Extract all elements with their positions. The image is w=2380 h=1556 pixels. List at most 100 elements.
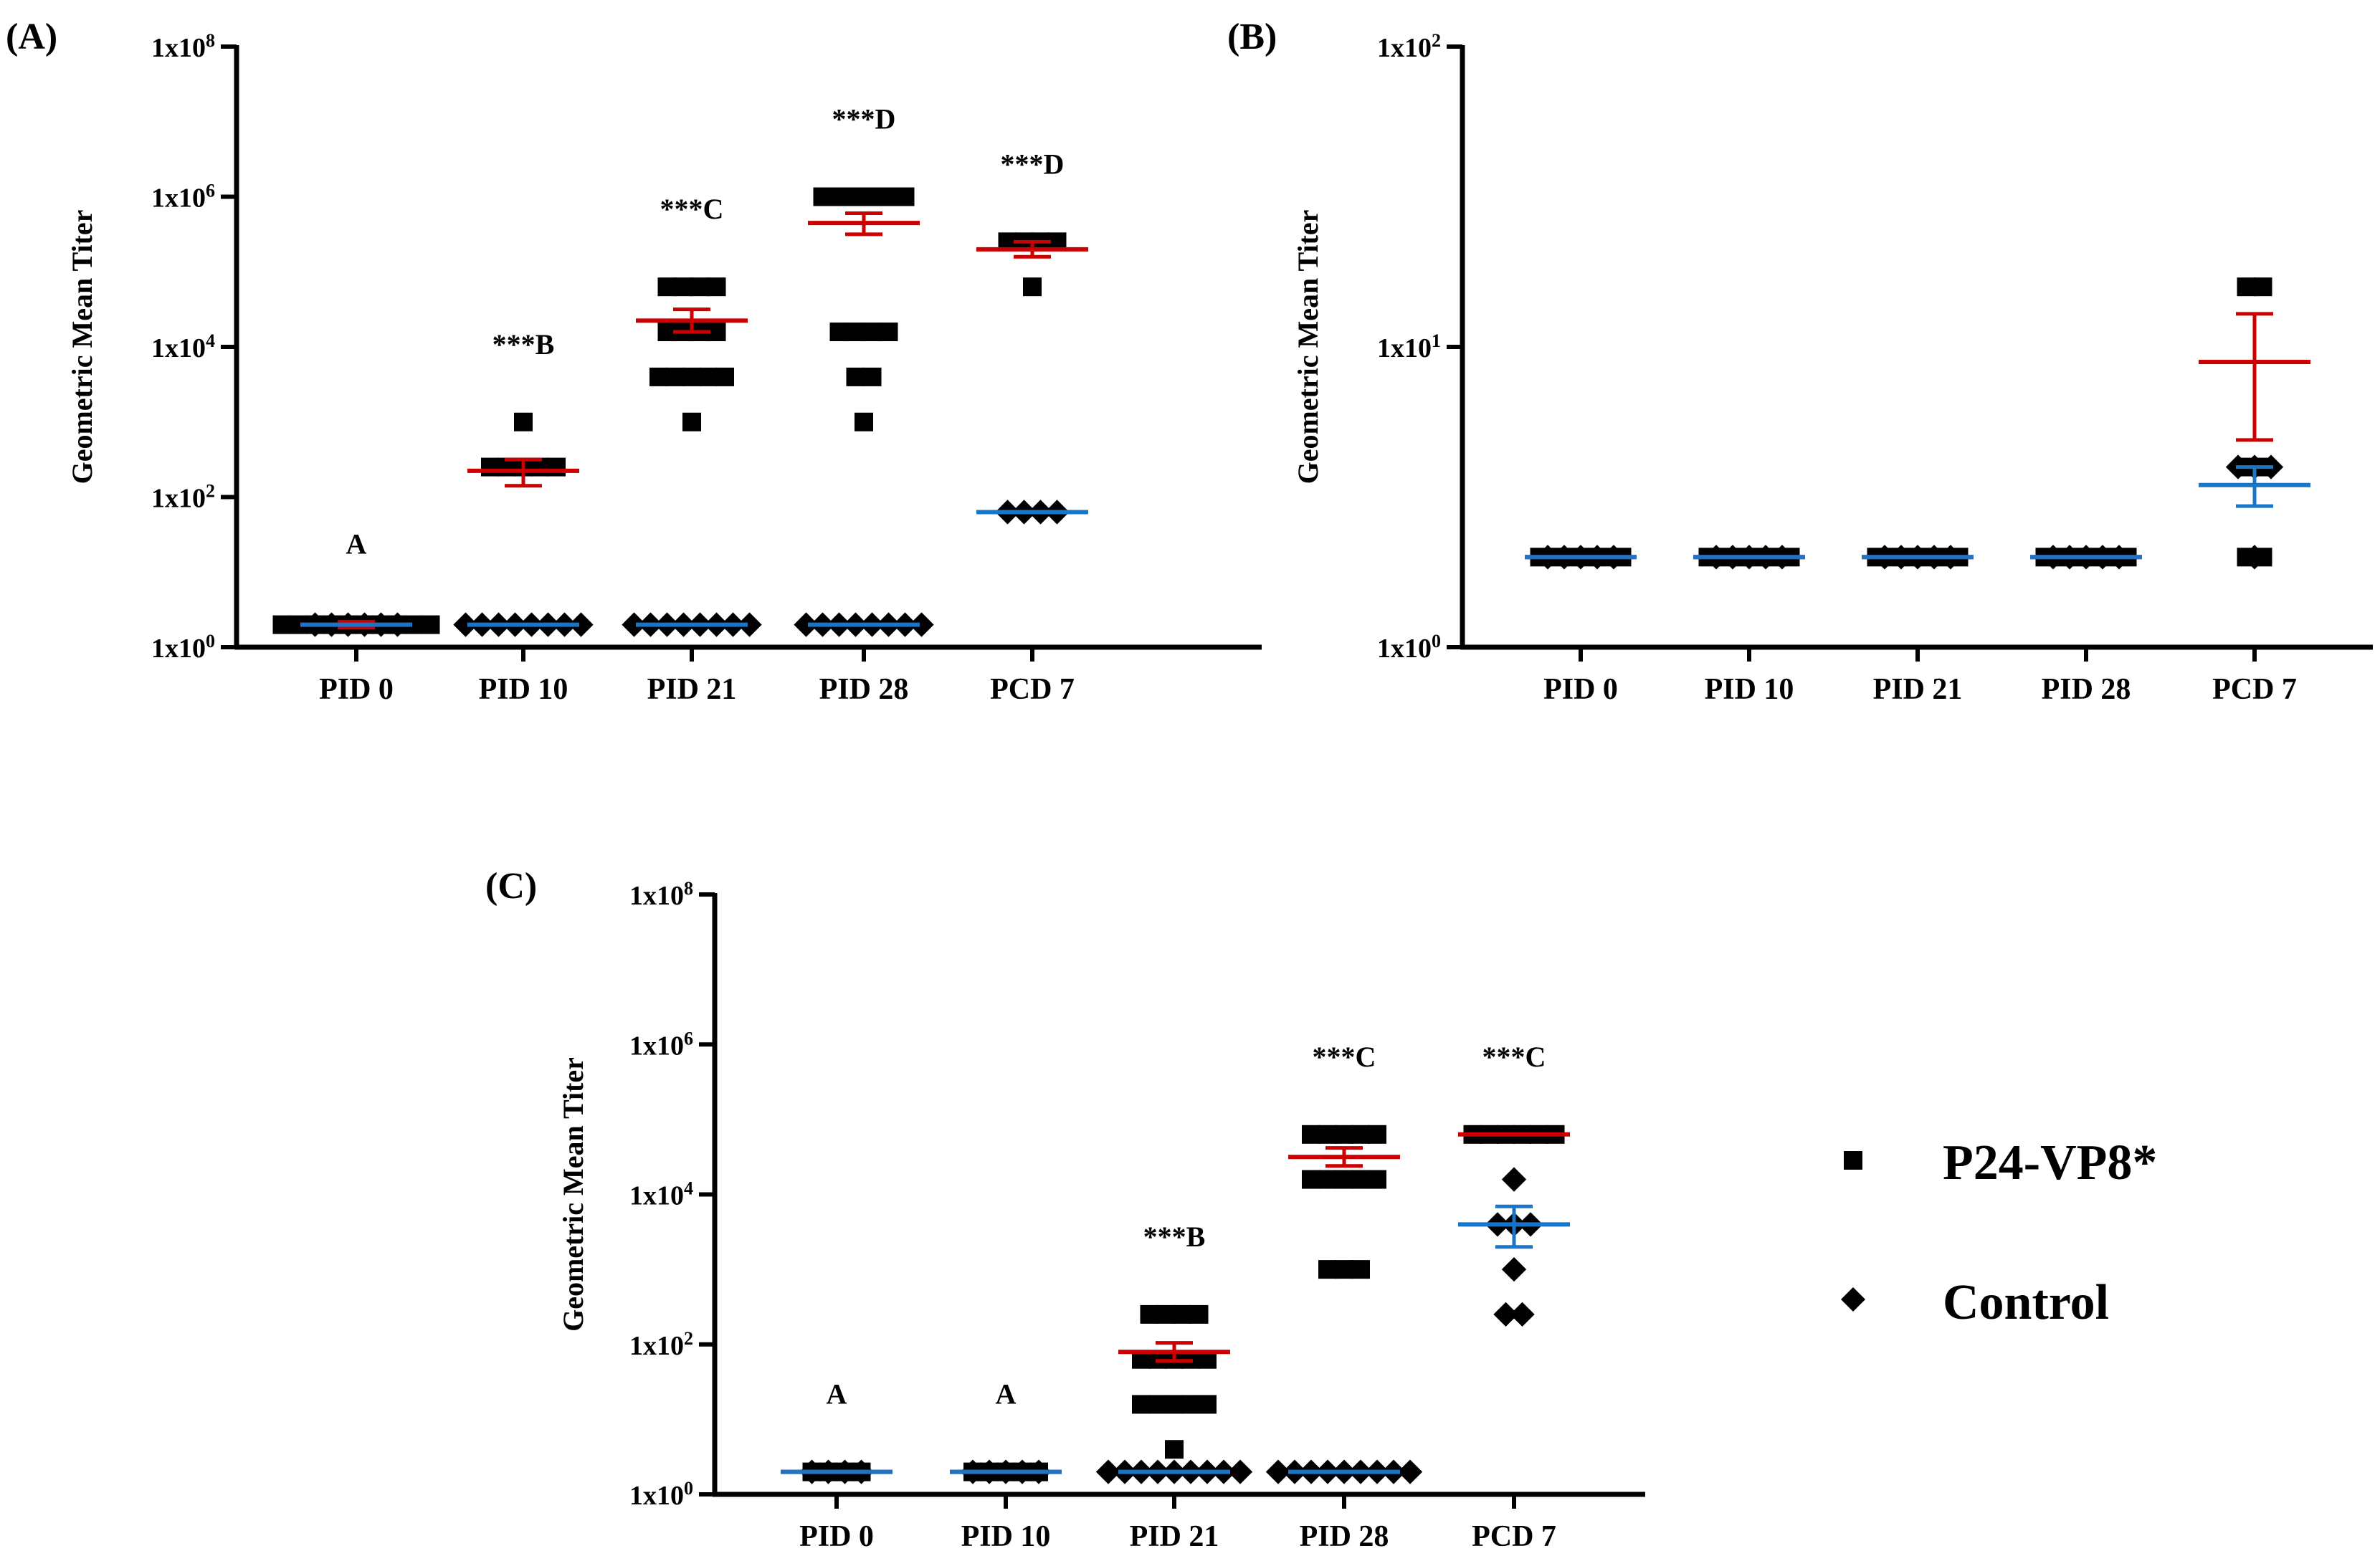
significance-label: A <box>827 1378 847 1411</box>
data-point-p24 <box>514 412 533 431</box>
data-point-p24 <box>547 457 566 477</box>
data-point-p24 <box>1318 1125 1337 1144</box>
data-point-p24 <box>1318 1260 1337 1279</box>
significance-label: ***D <box>1001 148 1065 180</box>
data-point-control <box>1501 1167 1527 1192</box>
significance-label: ***C <box>660 193 724 225</box>
data-point-control <box>2242 545 2267 570</box>
data-point-p24 <box>1181 1395 1200 1414</box>
x-tick-label: PID 28 <box>2042 673 2131 706</box>
legend-p24-marker-square <box>1844 1151 1862 1170</box>
data-point-p24 <box>1318 1170 1337 1189</box>
data-point-p24 <box>1165 1440 1184 1459</box>
data-point-p24 <box>1335 1260 1353 1279</box>
x-tick-label: PID 0 <box>1543 673 1618 706</box>
data-point-p24 <box>862 187 882 206</box>
y-axis-title: Geometric Mean Titer <box>1292 210 1324 485</box>
significance-label: ***C <box>1482 1041 1546 1073</box>
legend-p24-label: P24-VP8* <box>1943 1135 2157 1190</box>
data-point-p24 <box>674 277 693 297</box>
x-tick-label: PID 10 <box>961 1520 1051 1553</box>
data-point-p24 <box>1173 1304 1192 1324</box>
data-point-p24 <box>481 457 500 477</box>
legend-control-label: Control <box>1943 1275 2109 1330</box>
data-point-p24 <box>1302 1170 1320 1189</box>
y-tick-label: 1x108 <box>151 30 215 63</box>
data-point-p24 <box>272 615 292 634</box>
data-point-p24 <box>682 412 701 431</box>
x-tick-label: PID 28 <box>819 673 909 706</box>
data-point-p24 <box>879 323 898 342</box>
data-point-p24 <box>1351 1125 1370 1144</box>
significance-label: ***B <box>492 328 555 361</box>
data-point-p24 <box>1335 1125 1353 1144</box>
legend: P24-VP8* Control <box>1841 1135 2157 1330</box>
data-point-p24 <box>1368 1170 1386 1189</box>
data-point-p24 <box>846 367 865 386</box>
x-tick-label: PCD 7 <box>1472 1520 1556 1553</box>
data-point-p24 <box>829 187 849 206</box>
panel-letter: (B) <box>1227 16 1277 57</box>
data-point-p24 <box>862 367 882 386</box>
data-point-control <box>453 612 478 637</box>
y-tick-label: 1x102 <box>1377 30 1441 63</box>
data-point-p24 <box>1198 1395 1217 1414</box>
x-tick-label: PID 21 <box>647 673 737 706</box>
data-point-p24 <box>1351 1170 1370 1189</box>
data-point-p24 <box>690 277 710 297</box>
data-point-control <box>1501 1256 1527 1282</box>
y-tick-label: 1x102 <box>629 1328 693 1361</box>
data-point-p24 <box>1302 1125 1320 1144</box>
x-tick-label: PID 0 <box>799 1520 874 1553</box>
data-point-p24 <box>855 412 873 431</box>
data-point-control <box>909 612 934 637</box>
data-point-control <box>794 612 819 637</box>
data-point-control <box>1493 1302 1518 1327</box>
y-tick-label: 1x104 <box>629 1178 693 1211</box>
data-point-control <box>737 612 762 637</box>
panel-c: (C) 1x100 1x102 1x104 1x106 1x108 Geometric Me… <box>485 866 1645 1553</box>
y-axis-title: Geometric Mean Titer <box>66 210 98 485</box>
data-point-p24 <box>2237 277 2256 297</box>
data-point-p24 <box>1148 1395 1167 1414</box>
data-point-p24 <box>682 367 701 386</box>
y-tick-label: 1x100 <box>629 1478 693 1511</box>
data-point-p24 <box>1132 1395 1151 1414</box>
data-point-p24 <box>715 367 734 386</box>
significance-label: ***C <box>1313 1041 1376 1073</box>
data-point-p24 <box>813 187 832 206</box>
data-point-p24 <box>846 187 865 206</box>
data-point-p24 <box>657 277 677 297</box>
significance-label: ***B <box>1143 1221 1206 1253</box>
panel-a: (A) 1x100 1x102 1x104 1x106 1x108 Geometric Me… <box>6 16 1262 706</box>
data-point-p24 <box>1140 1304 1159 1324</box>
data-point-p24 <box>1165 1395 1184 1414</box>
y-tick-label: 1x101 <box>1377 330 1441 363</box>
x-tick-label: PID 28 <box>1300 1520 1389 1553</box>
data-point-control <box>1265 1459 1291 1484</box>
data-point-p24 <box>879 187 898 206</box>
y-tick-label: 1x100 <box>151 631 215 664</box>
x-tick-label: PID 21 <box>1130 1520 1219 1553</box>
data-point-control <box>1227 1459 1253 1484</box>
data-point-p24 <box>707 277 726 297</box>
data-point-p24 <box>846 323 865 342</box>
x-tick-label: PID 10 <box>1705 673 1794 706</box>
data-point-p24 <box>1023 277 1042 297</box>
data-point-control <box>1510 1302 1535 1327</box>
significance-label: A <box>346 528 367 560</box>
y-axis-title: Geometric Mean Titer <box>557 1057 589 1332</box>
x-tick-label: PID 0 <box>319 673 394 706</box>
legend-control-marker-diamond <box>1841 1287 1865 1312</box>
data-point-p24 <box>649 367 668 386</box>
y-tick-label: 1x102 <box>151 481 215 514</box>
x-tick-label: PID 10 <box>479 673 568 706</box>
data-point-control <box>622 612 647 637</box>
y-tick-label: 1x106 <box>629 1028 693 1061</box>
x-tick-label: PCD 7 <box>2212 673 2297 706</box>
data-point-p24 <box>1189 1304 1209 1324</box>
data-point-p24 <box>666 367 685 386</box>
data-point-p24 <box>1335 1170 1353 1189</box>
x-tick-label: PCD 7 <box>990 673 1075 706</box>
